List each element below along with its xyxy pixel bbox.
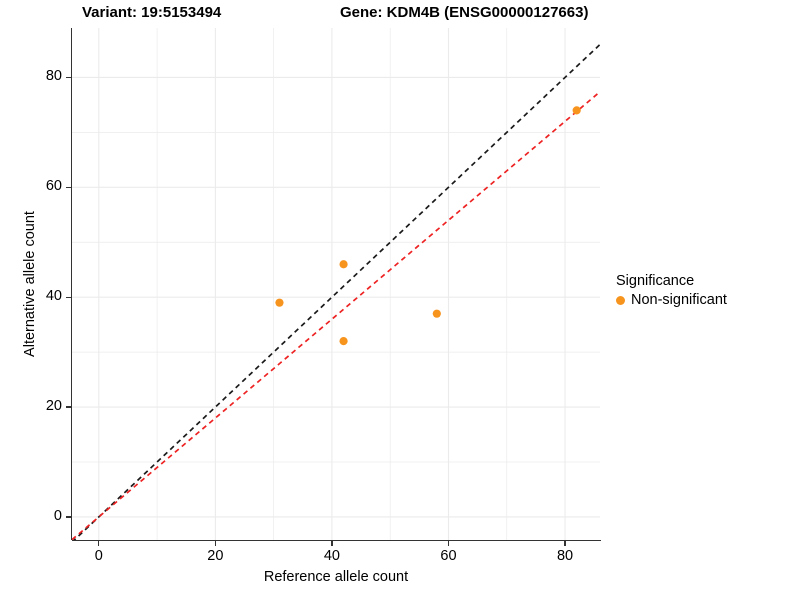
x-tick-mark	[447, 541, 450, 546]
x-tick-mark	[98, 541, 100, 546]
y-tick-mark	[66, 296, 71, 298]
data-points-layer	[275, 106, 581, 346]
variant-title: Variant: 19:5153494	[82, 4, 222, 21]
legend-dot-icon	[616, 295, 625, 305]
gene-title: Gene: KDM4B (ENSG00000127663)	[340, 4, 589, 21]
y-tick-label: 40	[45, 288, 62, 305]
y-tick-mark	[66, 406, 71, 408]
y-tick-mark	[66, 76, 71, 79]
data-point	[572, 106, 581, 115]
legend-entry-label: Non-significant	[631, 292, 727, 308]
reference-lines	[72, 43, 600, 540]
y-tick-mark	[66, 186, 71, 188]
y-tick-mark	[66, 516, 71, 518]
x-tick-label: 60	[440, 548, 457, 564]
y-axis-line	[71, 28, 73, 540]
legend-entries: Non-significant	[616, 290, 796, 310]
y-tick-label: 0	[53, 507, 62, 524]
x-tick-label: 80	[556, 548, 574, 564]
x-axis-title: Reference allele count	[263, 569, 409, 585]
gridlines-minor	[72, 28, 600, 540]
y-tick-label: 80	[45, 68, 62, 85]
data-point	[339, 337, 348, 346]
legend-entry[interactable]: Non-significant	[616, 290, 796, 310]
plot-panel	[72, 28, 600, 540]
x-tick-label: 40	[323, 548, 340, 564]
legend: Significance Non-significant	[616, 272, 796, 310]
x-axis-line	[72, 540, 601, 542]
gridlines-major	[72, 28, 600, 540]
x-tick-label: 20	[207, 548, 224, 564]
x-tick-label: 0	[94, 548, 103, 564]
x-tick-mark	[331, 541, 333, 546]
y-tick-label: 20	[45, 398, 62, 415]
data-point	[339, 260, 348, 269]
y-axis-title: Alternative allele count	[22, 211, 38, 357]
plot-canvas	[72, 28, 600, 540]
y-tick-label: 60	[45, 178, 62, 195]
x-tick-mark	[564, 541, 566, 546]
x-tick-mark	[214, 541, 216, 546]
data-point	[432, 309, 441, 318]
data-point	[275, 298, 284, 307]
chart-title-row: Variant: 19:5153494 Gene: KDM4B (ENSG000…	[0, 4, 620, 26]
legend-title: Significance	[616, 273, 695, 289]
